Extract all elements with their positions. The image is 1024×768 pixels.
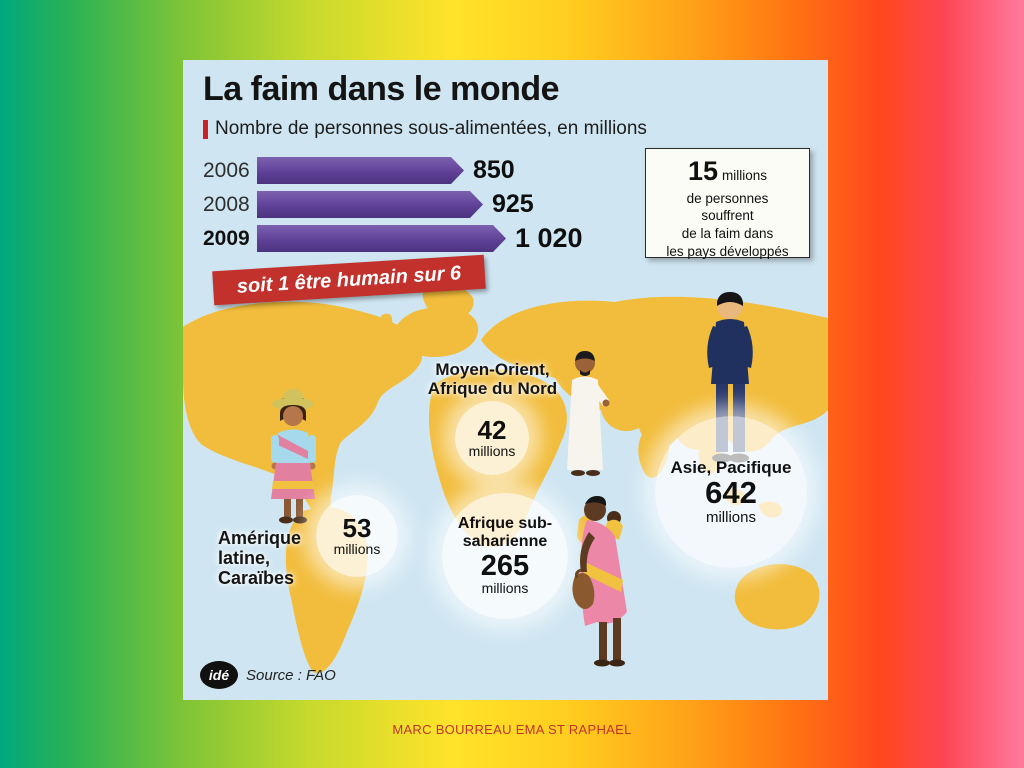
subtitle-text: Nombre de personnes sous-alimentées, en … bbox=[215, 118, 647, 139]
region-unit-asia-pacific: millions bbox=[705, 508, 756, 526]
label-line: Moyen-Orient, bbox=[435, 360, 550, 379]
illustration-middle-east-man bbox=[567, 351, 610, 476]
infographic-panel: La faim dans le monde Nombre de personne… bbox=[183, 60, 828, 700]
callout-line: de personnes bbox=[686, 190, 769, 206]
infographic-title: La faim dans le monde bbox=[203, 70, 560, 108]
region-value-sub-saharan: 265 bbox=[480, 549, 530, 582]
source-credit: Source : FAO bbox=[246, 667, 336, 684]
region-circle-middle-east-north-africa: 42 millions bbox=[455, 401, 529, 475]
region-circle-asia-pacific: Asie, Pacifique 642 millions bbox=[655, 416, 807, 568]
callout-unit: millions bbox=[722, 168, 768, 183]
label-line: Amérique bbox=[218, 528, 302, 548]
region-value-middle-east: 42 bbox=[477, 414, 507, 445]
woman-in-pink-dress bbox=[572, 496, 627, 667]
callout-headline: 15 millions bbox=[646, 154, 809, 190]
region-circle-sub-saharan-africa: Afrique sub- saharienne 265 millions bbox=[442, 493, 568, 619]
bar-value-2006: 850 bbox=[473, 156, 515, 184]
callout-value: 15 bbox=[687, 156, 719, 186]
developed-countries-box: 15 millions de personnes souffrent de la … bbox=[645, 148, 810, 260]
bar-row-2008: 2008 925 bbox=[203, 190, 583, 218]
callout-line: de la faim dans bbox=[681, 226, 774, 242]
bar-2008 bbox=[257, 191, 483, 218]
region-circle-latin-america: 53 millions bbox=[316, 495, 398, 577]
label-line: Afrique du Nord bbox=[427, 379, 558, 399]
red-tick-icon bbox=[203, 119, 208, 139]
bar-2009 bbox=[257, 225, 506, 252]
year-label-2008: 2008 bbox=[203, 192, 250, 216]
island-japan bbox=[788, 344, 804, 371]
region-unit-latin-america: millions bbox=[333, 540, 381, 557]
bar-value-2008: 925 bbox=[492, 190, 534, 218]
bar-row-2009: 2009 1 020 bbox=[203, 223, 583, 253]
region-unit-sub-saharan: millions bbox=[481, 580, 529, 597]
bar-row-2006: 2006 850 bbox=[203, 156, 583, 184]
region-unit-middle-east: millions bbox=[468, 442, 516, 459]
bar-2006 bbox=[257, 157, 464, 184]
man-in-white-robe bbox=[567, 351, 610, 476]
continent-europe bbox=[390, 307, 479, 358]
year-label-2006: 2006 bbox=[203, 158, 250, 182]
label-line: Caraïbes bbox=[218, 568, 295, 589]
callout-line: souffrent bbox=[701, 208, 754, 224]
callout-line: les pays développés bbox=[666, 244, 789, 260]
woman-with-hat bbox=[271, 389, 316, 524]
ide-logo: idé bbox=[200, 661, 238, 689]
region-value-asia-pacific: 642 bbox=[705, 474, 757, 510]
year-label-2009: 2009 bbox=[203, 226, 250, 250]
ide-logo-text: idé bbox=[208, 667, 230, 683]
illustration-latin-american-woman bbox=[271, 389, 316, 524]
region-name-line: saharienne bbox=[462, 533, 548, 551]
illustration-african-woman-with-child bbox=[572, 496, 627, 667]
bar-value-2009: 1 020 bbox=[515, 223, 583, 253]
region-name-line: Afrique sub- bbox=[457, 515, 553, 533]
region-name-asia-pacific: Asie, Pacifique bbox=[670, 457, 792, 477]
continent-australia bbox=[734, 564, 820, 630]
region-label-latin-america-caribbean: Amérique latine, Caraïbes bbox=[218, 528, 328, 588]
region-value-latin-america: 53 bbox=[342, 512, 372, 543]
slide-footer-text: MARC BOURREAU EMA ST RAPHAEL bbox=[392, 722, 632, 737]
infographic-subtitle: Nombre de personnes sous-alimentées, en … bbox=[203, 118, 647, 140]
hunger-bar-chart: 2006 850 2008 925 2009 1 020 bbox=[203, 156, 583, 259]
island-britain bbox=[380, 313, 393, 332]
region-label-middle-east-north-africa: Moyen-Orient, Afrique du Nord bbox=[395, 360, 590, 398]
label-line: latine, bbox=[218, 548, 271, 569]
